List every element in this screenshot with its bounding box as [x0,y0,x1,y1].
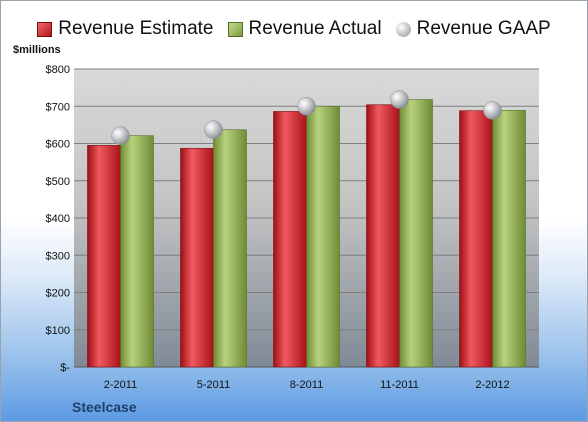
y-tick-label: $800 [46,64,70,76]
bar-revenue-actual [399,99,433,368]
bars [87,99,526,368]
legend-swatch-revenue-estimate [37,21,53,37]
y-tick-label: $200 [46,288,70,300]
legend-entry-revenue-estimate: Revenue Estimate [37,18,214,40]
bar-revenue-estimate [366,104,400,368]
y-tick-label: $400 [46,213,70,225]
bar-revenue-actual [213,129,247,368]
legend: Revenue Estimate Revenue Actual Revenue … [1,15,587,43]
y-tick-label: $500 [46,176,70,188]
x-tick-label: 2-2011 [104,379,137,391]
legend-entry-revenue-gaap: Revenue GAAP [395,18,551,40]
marker-revenue-gaap [390,90,409,109]
bar-revenue-estimate [180,148,214,368]
x-tick-label: 2-2012 [475,379,509,391]
bar-revenue-actual [306,105,340,368]
y-axis-label: $millions [13,44,61,56]
legend-swatch-revenue-actual [227,21,243,37]
marker-revenue-gaap [204,120,223,139]
x-tick-label: 5-2011 [197,379,230,391]
marker-revenue-gaap [111,126,130,145]
company-name: Steelcase [72,399,137,415]
y-tick-label: $- [60,362,70,374]
bar-revenue-estimate [459,110,493,368]
x-axis-ticks: 2-2011 5-2011 8-2011 11-2011 2-2012 [104,379,510,391]
legend-entry-revenue-actual: Revenue Actual [227,18,382,40]
y-axis-ticks: $- $100 $200 $300 $400 $500 $600 $700 $800 [46,64,71,374]
y-tick-label: $700 [46,101,70,113]
bar-revenue-actual [492,110,526,368]
legend-label-revenue-estimate: Revenue Estimate [58,18,214,39]
bar-revenue-estimate [273,111,307,368]
y-tick-label: $300 [46,250,70,262]
legend-label-revenue-gaap: Revenue GAAP [416,18,551,39]
marker-revenue-gaap [297,97,316,116]
y-tick-label: $100 [46,325,70,337]
legend-label-revenue-actual: Revenue Actual [248,18,382,39]
marker-revenue-gaap [483,101,502,120]
legend-swatch-revenue-gaap [395,21,411,37]
gaap-markers [111,90,502,145]
x-tick-label: 11-2011 [380,379,419,391]
bar-revenue-estimate [87,145,121,368]
x-tick-label: 8-2011 [290,379,323,391]
bar-revenue-actual [120,135,154,368]
y-tick-label: $600 [46,139,70,151]
